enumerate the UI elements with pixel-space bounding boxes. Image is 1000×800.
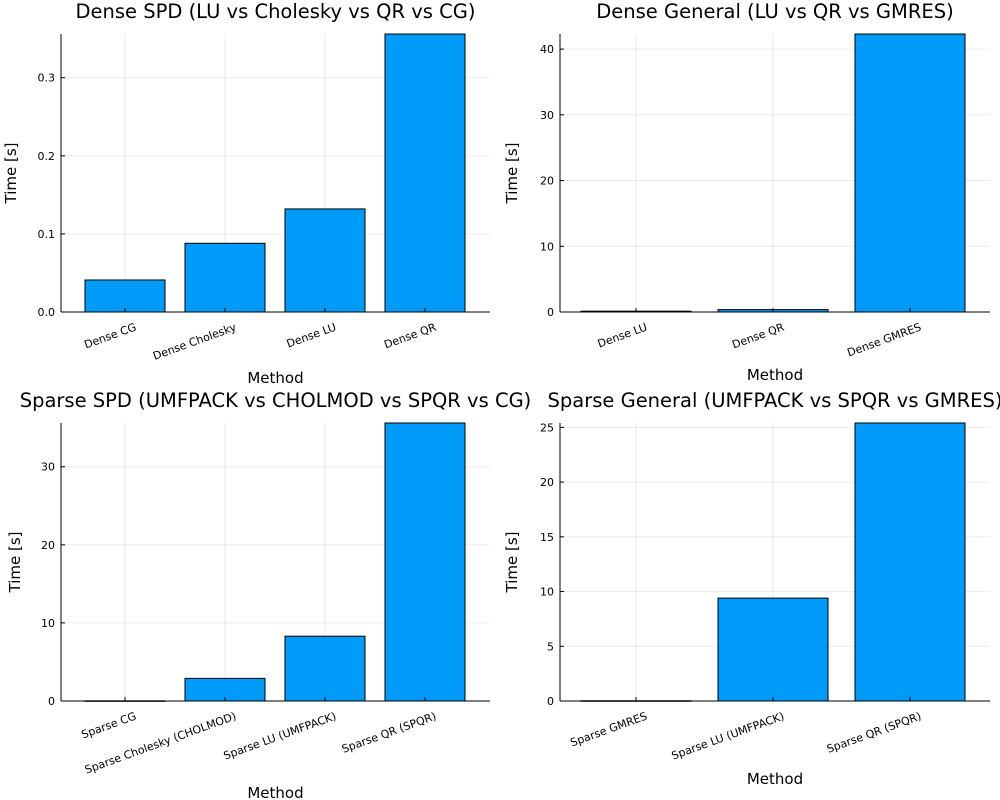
y-axis-label: Time [s] [503, 532, 521, 594]
y-tick-label: 0 [48, 695, 55, 708]
bar [384, 33, 466, 313]
x-tick-label: Dense CG [82, 321, 138, 352]
y-tick-label: 0.0 [38, 306, 56, 319]
y-tick-label: 40 [540, 43, 554, 56]
y-tick-label: 5 [547, 640, 554, 653]
chart-title: Dense SPD (LU vs Cholesky vs QR vs CG) [76, 0, 476, 23]
y-tick-label: 30 [41, 461, 55, 474]
chart-title: Sparse General (UMFPACK vs SPQR vs GMRES… [548, 389, 1000, 412]
y-tick-label: 20 [540, 476, 554, 489]
x-tick-label: Dense Cholesky [151, 320, 238, 362]
y-tick-label: 30 [540, 109, 554, 122]
x-tick-label: Sparse QR (SPQR) [825, 710, 923, 756]
x-axis-label: Method [747, 366, 803, 384]
y-tick-label: 0.3 [38, 72, 56, 85]
x-tick-label: Sparse LU (UMFPACK) [222, 710, 338, 763]
y-tick-label: 15 [540, 531, 554, 544]
bar [84, 279, 166, 313]
y-tick-label: 0.2 [38, 150, 56, 163]
bar [384, 422, 466, 702]
chart-title: Sparse SPD (UMFPACK vs CHOLMOD vs SPQR v… [20, 389, 532, 412]
x-tick-label: Sparse QR (SPQR) [340, 710, 438, 756]
x-tick-label: Dense LU [596, 321, 649, 351]
x-tick-label: Dense QR [730, 320, 786, 351]
y-tick-label: 0.1 [38, 228, 56, 241]
bar [854, 422, 966, 702]
y-axis-label: Time [s] [503, 143, 521, 205]
y-tick-label: 20 [540, 175, 554, 188]
x-axis-label: Method [747, 770, 803, 788]
x-axis-label: Method [247, 369, 303, 387]
bar [854, 33, 966, 313]
x-axis-label: Method [247, 784, 303, 800]
y-tick-label: 0 [547, 306, 554, 319]
chart-panel-2: 0 10 20 30 40 Dense LU Dense QR Dense GMRES Dens… [503, 0, 990, 384]
y-tick-label: 10 [540, 586, 554, 599]
chart-title: Dense General (LU vs QR vs GMRES) [596, 0, 953, 23]
y-axis-label: Time [s] [2, 143, 20, 205]
y-tick-label: 0 [547, 695, 554, 708]
bar [284, 635, 366, 702]
bar [184, 242, 266, 313]
bar [284, 208, 366, 313]
x-tick-label: Sparse GMRES [569, 710, 649, 750]
x-tick-label: Dense QR [382, 320, 438, 351]
chart-panel-4: 0 5 10 15 20 25 Sparse GMRES Sparse LU (UMFPACK… [503, 389, 1000, 788]
y-axis-label: Time [s] [6, 532, 24, 594]
x-tick-label: Sparse LU (UMFPACK) [670, 710, 786, 763]
chart-panel-1: 0.0 0.1 0.2 0.3 Dense CG Dense Cholesky Dense … [2, 0, 490, 387]
y-tick-label: 25 [540, 421, 554, 434]
x-tick-label: Dense LU [285, 321, 338, 351]
y-tick-label: 10 [41, 617, 55, 630]
y-tick-label: 20 [41, 539, 55, 552]
x-tick-label: Sparse CG [80, 710, 138, 742]
bar [717, 597, 829, 702]
x-tick-label: Dense GMRES [845, 321, 923, 360]
y-tick-label: 10 [540, 240, 554, 253]
